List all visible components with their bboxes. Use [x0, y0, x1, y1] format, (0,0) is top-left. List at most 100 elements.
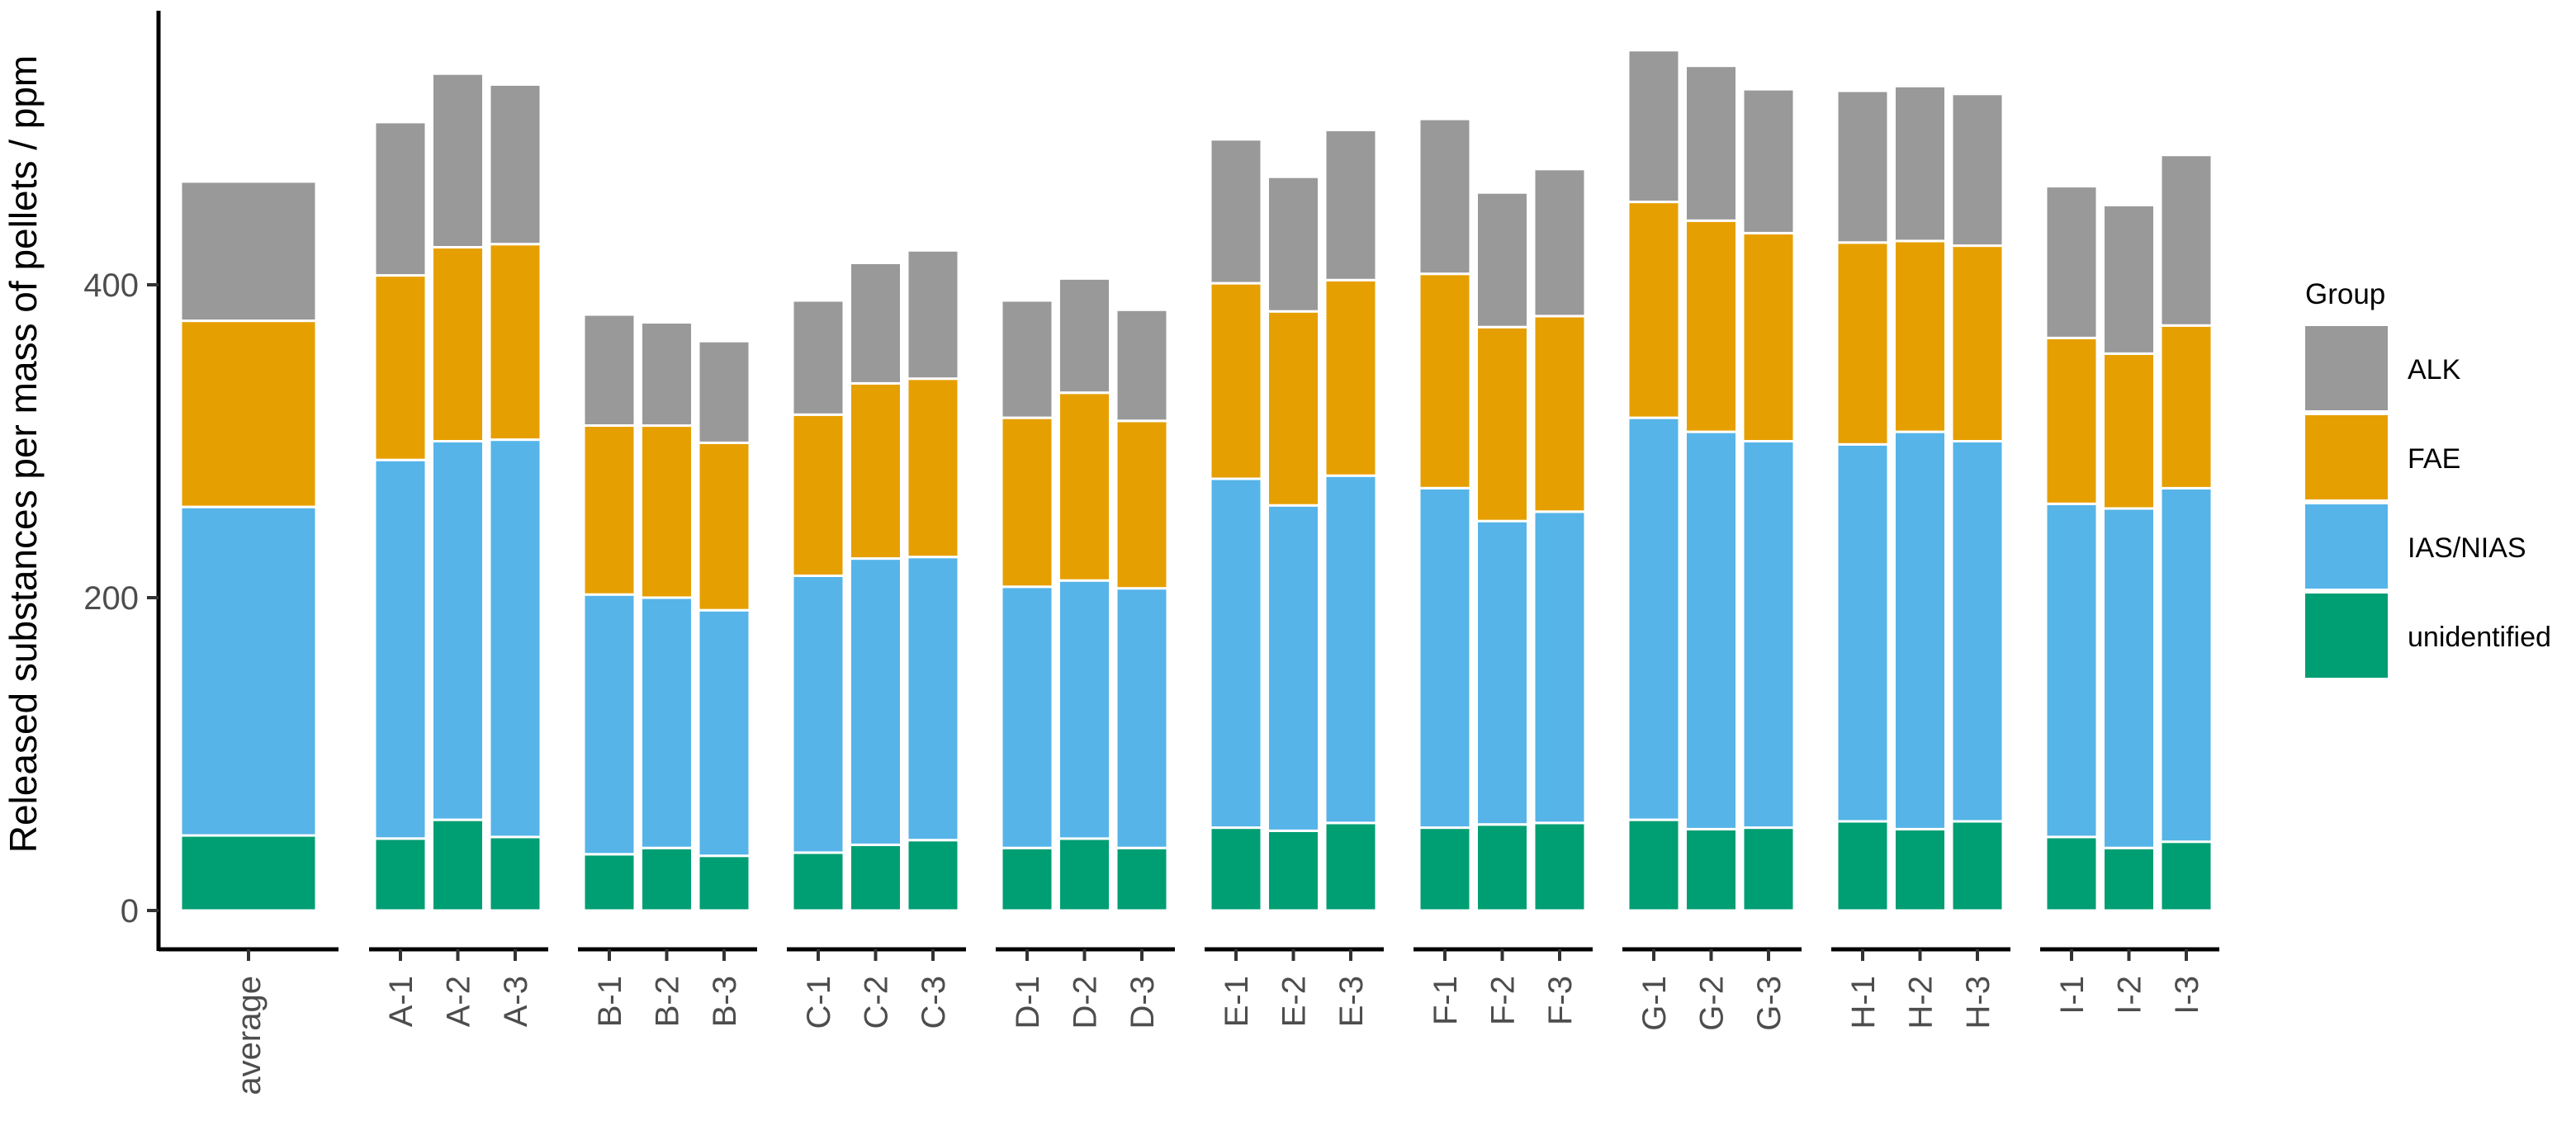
bar-segment-D-2-unidentified: [1058, 837, 1111, 912]
bar-segment-E-2-ALK: [1267, 175, 1320, 313]
legend-key-unidentified: [2305, 594, 2388, 678]
bar-segment-I-1-ALK: [2044, 185, 2099, 339]
bar-segment-H-1-unidentified: [1835, 820, 1890, 912]
bar-segment-C-1-FAE: [791, 413, 845, 577]
x-tick-label: D-2: [1068, 976, 1104, 1029]
x-tick-label: A-1: [383, 976, 419, 1027]
legend-label: FAE: [2408, 443, 2460, 475]
bar-segment-A-1-IAS/NIAS: [373, 458, 428, 840]
bar-segment-G-2-FAE: [1684, 219, 1738, 433]
legend-key-fae: [2305, 415, 2388, 499]
bar-segment-I-2-unidentified: [2102, 846, 2156, 912]
bar-segment-F-2-IAS/NIAS: [1475, 519, 1529, 826]
bar-segment-C-3-FAE: [906, 377, 960, 559]
bar-segment-average-unidentified: [179, 834, 318, 912]
bar-segment-B-2-ALK: [640, 321, 694, 428]
x-tick-label: D-1: [1010, 976, 1046, 1029]
bar-segment-H-1-ALK: [1835, 89, 1890, 244]
bar-segment-I-3-IAS/NIAS: [2159, 486, 2214, 844]
bar-segment-F-3-IAS/NIAS: [1532, 510, 1587, 825]
bar-segment-G-3-FAE: [1741, 232, 1796, 442]
bar-segment-G-3-unidentified: [1741, 826, 1796, 912]
x-tick-label: E-3: [1333, 976, 1370, 1027]
bar-segment-H-3-FAE: [1950, 244, 2005, 442]
y-axis: 0 200 400: [83, 11, 161, 951]
bar-segment-E-1-unidentified: [1209, 826, 1263, 912]
bar-segment-C-3-unidentified: [906, 839, 960, 912]
bar-segment-A-3-ALK: [488, 83, 542, 246]
bar-segment-H-1-FAE: [1835, 241, 1890, 446]
bar-segment-B-3-FAE: [697, 441, 751, 612]
bar-segment-D-1-FAE: [1000, 416, 1054, 589]
bar-segment-F-3-FAE: [1532, 315, 1587, 513]
x-tick-label: H-1: [1845, 976, 1882, 1029]
bar-segment-G-2-unidentified: [1684, 828, 1738, 912]
bar-segment-B-3-unidentified: [697, 854, 751, 912]
x-tick-label: B-3: [707, 976, 743, 1027]
y-tick-label: 200: [83, 580, 139, 617]
x-tick-label: B-2: [650, 976, 686, 1027]
bar-segment-F-1-ALK: [1418, 117, 1472, 276]
bar-segment-E-2-unidentified: [1267, 829, 1320, 912]
bar-segment-G-3-ALK: [1741, 88, 1796, 234]
bar-segment-E-2-IAS/NIAS: [1267, 504, 1320, 832]
bar-segment-A-3-IAS/NIAS: [488, 438, 542, 839]
bar-segment-E-3-unidentified: [1324, 821, 1378, 912]
bar-segment-C-2-unidentified: [849, 843, 902, 912]
bar-segment-C-2-IAS/NIAS: [849, 557, 902, 846]
bar-segment-I-2-FAE: [2102, 352, 2156, 510]
legend-key-alk: [2305, 326, 2388, 410]
bar-segment-D-2-FAE: [1058, 391, 1111, 582]
bar-segment-B-3-ALK: [697, 339, 751, 444]
x-tick-label: A-3: [498, 976, 534, 1027]
x-axis: average A-1 A-2 A-3 B-1 B-2 B-3 C-1 C-2 C-3 D-1 D-2…: [159, 947, 2219, 1095]
y-tick-label: 400: [83, 267, 139, 304]
bar-segment-G-2-ALK: [1684, 64, 1738, 222]
bar-segment-F-3-unidentified: [1532, 821, 1587, 912]
bar-segment-F-3-ALK: [1532, 168, 1587, 318]
bar-segment-F-2-unidentified: [1475, 823, 1529, 912]
x-tick-label: G-1: [1636, 976, 1673, 1031]
bar-segment-I-3-ALK: [2159, 154, 2214, 327]
bar-segment-I-2-ALK: [2102, 203, 2156, 355]
bar-segment-average-ALK: [179, 180, 318, 323]
bar-segment-I-3-FAE: [2159, 324, 2214, 490]
x-tick-label: F-1: [1428, 976, 1464, 1025]
bar-segment-E-3-IAS/NIAS: [1324, 474, 1378, 825]
bar-segment-G-1-FAE: [1627, 201, 1681, 419]
bar-segment-A-3-unidentified: [488, 835, 542, 912]
bar-segment-C-3-IAS/NIAS: [906, 556, 960, 842]
bar-segment-B-2-unidentified: [640, 846, 694, 912]
bar-segment-A-1-unidentified: [373, 837, 428, 912]
bar-segment-average-FAE: [179, 319, 318, 509]
bar-segment-B-1-ALK: [582, 313, 637, 427]
bar-segment-D-3-IAS/NIAS: [1115, 587, 1169, 849]
legend-title: Group: [2305, 278, 2385, 310]
bar-segment-C-2-ALK: [849, 262, 902, 385]
bar-segment-F-1-IAS/NIAS: [1418, 486, 1472, 830]
legend: Group ALK FAE IAS/NIAS unidentified: [2305, 278, 2551, 678]
x-tick-label: D-3: [1125, 976, 1161, 1029]
bar-segment-D-1-IAS/NIAS: [1000, 585, 1054, 849]
bar-segment-G-1-unidentified: [1627, 818, 1681, 912]
legend-label: unidentified: [2408, 622, 2551, 653]
x-tick-label: C-1: [801, 976, 837, 1029]
bar-segment-A-1-ALK: [373, 121, 428, 277]
bar-segment-E-2-FAE: [1267, 310, 1320, 507]
bar-segment-D-3-FAE: [1115, 419, 1169, 590]
x-tick-label: G-3: [1751, 976, 1788, 1031]
bar-segment-H-2-ALK: [1893, 84, 1947, 243]
x-tick-label: F-2: [1485, 976, 1522, 1025]
x-tick-label: average: [231, 976, 268, 1095]
bar-segment-H-3-ALK: [1950, 92, 2005, 248]
bar-segment-G-1-IAS/NIAS: [1627, 416, 1681, 821]
bars-layer: [179, 49, 2214, 912]
bar-segment-I-3-unidentified: [2159, 840, 2214, 912]
bar-segment-A-1-FAE: [373, 274, 428, 461]
bar-segment-B-3-IAS/NIAS: [697, 608, 751, 858]
bar-segment-D-3-unidentified: [1115, 846, 1169, 912]
legend-label: ALK: [2408, 354, 2461, 386]
x-tick-label: C-3: [916, 976, 952, 1029]
bar-segment-C-1-IAS/NIAS: [791, 575, 845, 854]
